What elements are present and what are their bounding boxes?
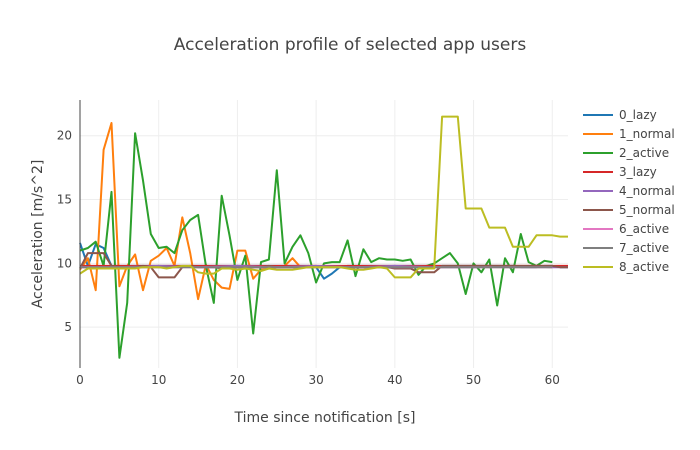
gridlines — [79, 100, 568, 368]
legend-label: 3_lazy — [619, 165, 657, 179]
legend: 0_lazy 1_normal 2_active 3_lazy 4_normal 5_no… — [583, 108, 675, 274]
y-tick-label: 15 — [57, 193, 72, 207]
legend-label: 8_active — [619, 260, 669, 274]
legend-label: 0_lazy — [619, 108, 657, 122]
x-tick-label: 40 — [387, 373, 402, 387]
series-lines — [79, 115, 568, 359]
y-axis-title: Acceleration [m/s^2] — [30, 160, 46, 309]
series-line-8_active — [79, 115, 568, 279]
legend-label: 2_active — [619, 146, 669, 160]
series-line-2_active — [79, 132, 553, 359]
x-tick-labels: 0 10 20 30 40 50 60 — [76, 373, 560, 387]
x-tick-label: 20 — [230, 373, 245, 387]
chart-title: Acceleration profile of selected app use… — [174, 35, 527, 55]
y-tick-labels: 5 10 15 20 — [57, 129, 72, 334]
legend-label: 4_normal — [619, 184, 675, 198]
y-tick-label: 5 — [64, 320, 72, 334]
legend-label: 6_active — [619, 222, 669, 236]
x-tick-label: 0 — [76, 373, 84, 387]
x-tick-label: 30 — [308, 373, 323, 387]
x-tick-label: 10 — [151, 373, 166, 387]
legend-label: 1_normal — [619, 127, 675, 141]
series-line-0_lazy — [79, 242, 568, 280]
x-tick-label: 60 — [545, 373, 560, 387]
legend-label: 7_active — [619, 241, 669, 255]
y-tick-label: 10 — [57, 256, 72, 270]
x-axis-title: Time since notification [s] — [234, 410, 416, 426]
legend-label: 5_normal — [619, 203, 675, 217]
x-tick-label: 50 — [466, 373, 481, 387]
y-tick-label: 20 — [57, 129, 72, 143]
